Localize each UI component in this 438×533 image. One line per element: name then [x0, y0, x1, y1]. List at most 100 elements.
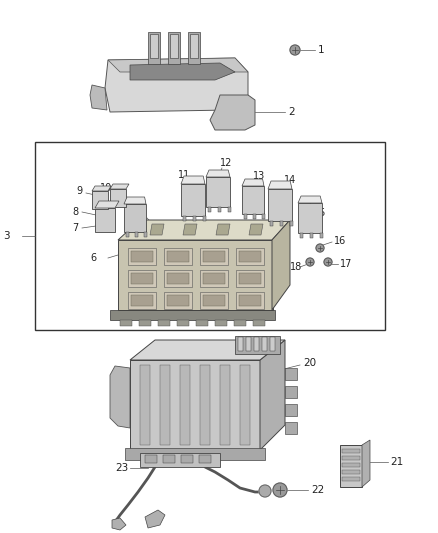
- Text: 7: 7: [72, 223, 78, 233]
- Bar: [193, 216, 196, 221]
- Polygon shape: [242, 179, 264, 186]
- Polygon shape: [260, 340, 285, 450]
- Bar: [239, 251, 261, 262]
- Polygon shape: [90, 85, 107, 110]
- Bar: [164, 292, 192, 309]
- Polygon shape: [268, 181, 292, 189]
- Bar: [208, 207, 211, 212]
- Bar: [285, 404, 297, 416]
- Bar: [35, 142, 385, 330]
- Bar: [180, 365, 190, 445]
- Polygon shape: [130, 340, 285, 360]
- Bar: [342, 477, 360, 481]
- Bar: [280, 221, 283, 226]
- Bar: [160, 365, 170, 445]
- Text: 11: 11: [178, 170, 190, 180]
- Text: 21: 21: [390, 457, 403, 467]
- Bar: [342, 463, 360, 467]
- Bar: [144, 232, 147, 237]
- Bar: [236, 270, 264, 287]
- Polygon shape: [272, 220, 290, 310]
- Bar: [95, 208, 115, 232]
- Text: 17: 17: [340, 259, 353, 269]
- Bar: [199, 455, 211, 463]
- Bar: [320, 233, 323, 238]
- Bar: [285, 368, 297, 380]
- Bar: [239, 273, 261, 284]
- Text: 14: 14: [284, 175, 296, 185]
- Bar: [110, 189, 126, 207]
- Text: 23: 23: [115, 463, 128, 473]
- Bar: [254, 337, 259, 351]
- Bar: [240, 365, 250, 445]
- Polygon shape: [124, 197, 146, 204]
- Bar: [167, 273, 189, 284]
- Bar: [218, 207, 221, 212]
- Bar: [200, 248, 228, 265]
- Polygon shape: [95, 201, 119, 208]
- Bar: [150, 34, 158, 58]
- Bar: [145, 455, 157, 463]
- Bar: [181, 184, 205, 216]
- Polygon shape: [145, 510, 165, 528]
- Polygon shape: [216, 224, 230, 235]
- Text: 13: 13: [253, 171, 265, 181]
- Bar: [181, 455, 193, 463]
- Bar: [167, 251, 189, 262]
- Text: 6: 6: [90, 253, 96, 263]
- Polygon shape: [206, 170, 230, 177]
- Bar: [139, 320, 151, 326]
- Circle shape: [316, 244, 324, 252]
- Bar: [236, 292, 264, 309]
- Text: 12: 12: [220, 158, 233, 168]
- Circle shape: [259, 485, 271, 497]
- Bar: [183, 216, 186, 221]
- Bar: [158, 320, 170, 326]
- Bar: [200, 292, 228, 309]
- Bar: [262, 337, 267, 351]
- Circle shape: [324, 258, 332, 266]
- Bar: [188, 32, 200, 64]
- Text: 18: 18: [290, 262, 302, 272]
- Polygon shape: [118, 220, 290, 240]
- Text: 15: 15: [314, 208, 326, 218]
- Circle shape: [306, 258, 314, 266]
- Bar: [120, 320, 132, 326]
- Circle shape: [290, 45, 300, 55]
- Bar: [290, 221, 293, 226]
- Bar: [220, 365, 230, 445]
- Bar: [238, 337, 243, 351]
- Bar: [203, 251, 225, 262]
- Bar: [270, 337, 275, 351]
- Polygon shape: [150, 224, 164, 235]
- Bar: [268, 189, 292, 221]
- Bar: [131, 273, 153, 284]
- Polygon shape: [110, 366, 130, 428]
- Bar: [206, 177, 230, 207]
- Polygon shape: [362, 440, 370, 487]
- Bar: [342, 470, 360, 474]
- Bar: [167, 295, 189, 306]
- Bar: [270, 221, 273, 226]
- Bar: [135, 232, 138, 237]
- Bar: [124, 204, 146, 232]
- Bar: [128, 270, 156, 287]
- Bar: [228, 207, 231, 212]
- Bar: [190, 34, 198, 58]
- Bar: [342, 456, 360, 460]
- Polygon shape: [108, 58, 248, 72]
- Bar: [196, 320, 208, 326]
- Bar: [239, 295, 261, 306]
- Bar: [148, 32, 160, 64]
- Bar: [131, 251, 153, 262]
- Bar: [340, 445, 362, 487]
- Bar: [92, 191, 108, 209]
- Text: 3: 3: [3, 231, 10, 241]
- Bar: [164, 248, 192, 265]
- Polygon shape: [249, 224, 263, 235]
- Bar: [298, 203, 322, 233]
- Bar: [170, 34, 178, 58]
- Bar: [126, 232, 129, 237]
- Bar: [110, 310, 275, 320]
- Text: 2: 2: [288, 107, 295, 117]
